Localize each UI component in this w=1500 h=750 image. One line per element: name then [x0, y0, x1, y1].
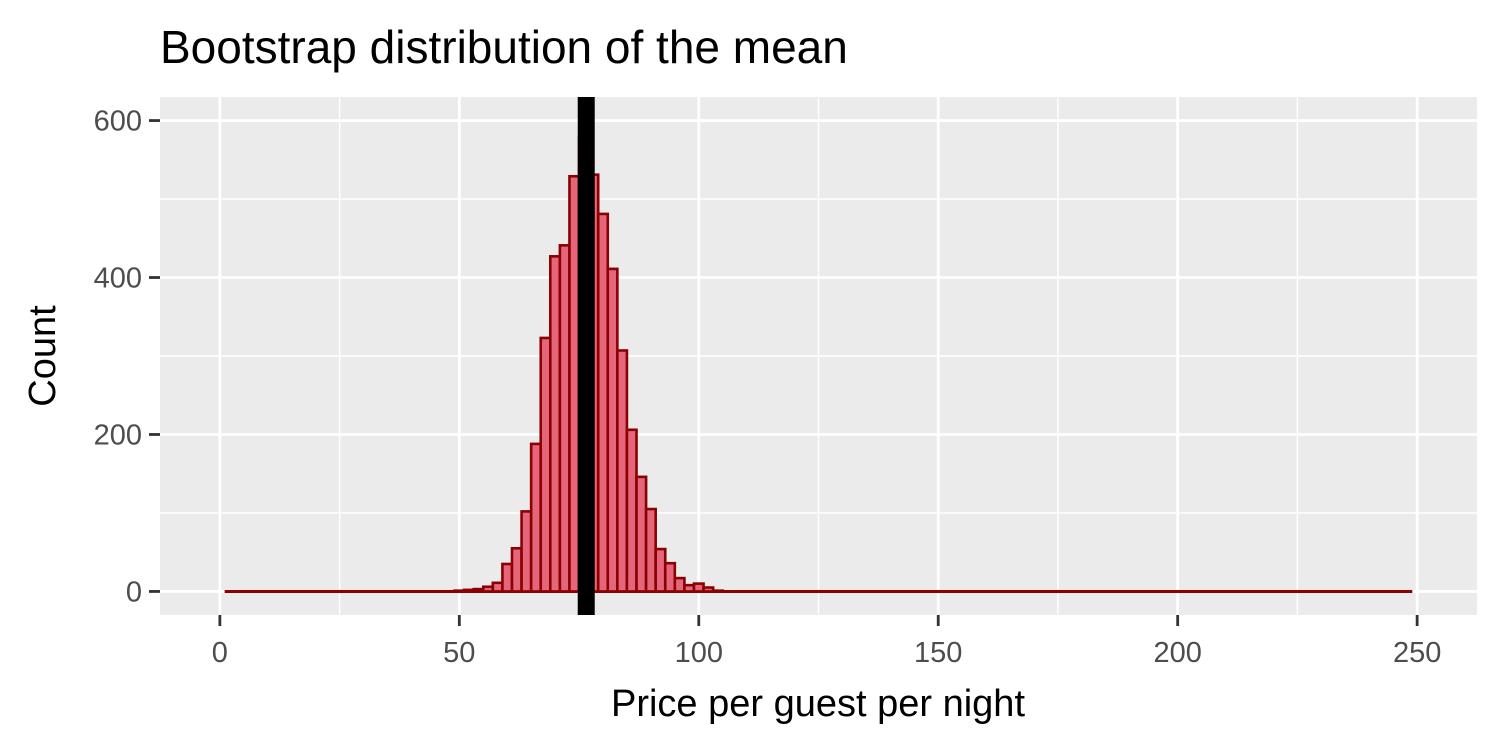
histogram-bar	[673, 576, 686, 593]
histogram-bar	[539, 336, 552, 593]
histogram-bar	[616, 349, 629, 593]
histogram-bar	[654, 547, 667, 593]
histogram-bar	[635, 475, 648, 593]
histogram-bar	[529, 442, 543, 593]
y-axis-title: Count	[22, 305, 64, 407]
x-tick-label: 50	[443, 637, 475, 669]
histogram-bar	[683, 583, 696, 593]
histogram-bar	[549, 255, 562, 593]
histogram-bar	[711, 589, 725, 593]
histogram-bar	[644, 507, 657, 593]
y-tick-label: 600	[94, 106, 142, 138]
histogram-bar	[453, 589, 466, 593]
x-axis: 0 50 100 150 200 250	[212, 615, 1441, 669]
histogram-bar	[625, 428, 638, 593]
histogram-bar	[663, 561, 677, 593]
x-tick-label: 200	[1153, 637, 1201, 669]
x-axis-title: Price per guest per night	[611, 683, 1025, 725]
x-tick-label: 0	[212, 637, 228, 669]
x-tick-label: 150	[914, 637, 962, 669]
histogram-bar	[568, 174, 581, 593]
y-tick-label: 0	[126, 576, 142, 608]
x-tick-label: 100	[675, 637, 723, 669]
histogram-bar	[692, 582, 705, 593]
histogram-bar	[606, 267, 619, 593]
histogram-bar	[520, 510, 533, 593]
y-axis: 0 200 400 600	[94, 106, 160, 608]
histogram-bar	[596, 212, 610, 593]
histogram-bar	[702, 586, 715, 593]
histogram-bar	[501, 562, 514, 593]
histogram-bar	[510, 546, 523, 593]
histogram-bar	[462, 588, 475, 593]
y-tick-label: 200	[94, 419, 142, 451]
x-tick-label: 250	[1393, 637, 1441, 669]
histogram-bar	[558, 244, 571, 593]
histogram-bar	[481, 585, 495, 593]
histogram-bar	[472, 587, 485, 593]
histogram-bar	[491, 581, 504, 593]
y-tick-label: 400	[94, 263, 142, 295]
chart-title: Bootstrap distribution of the mean	[160, 21, 848, 73]
